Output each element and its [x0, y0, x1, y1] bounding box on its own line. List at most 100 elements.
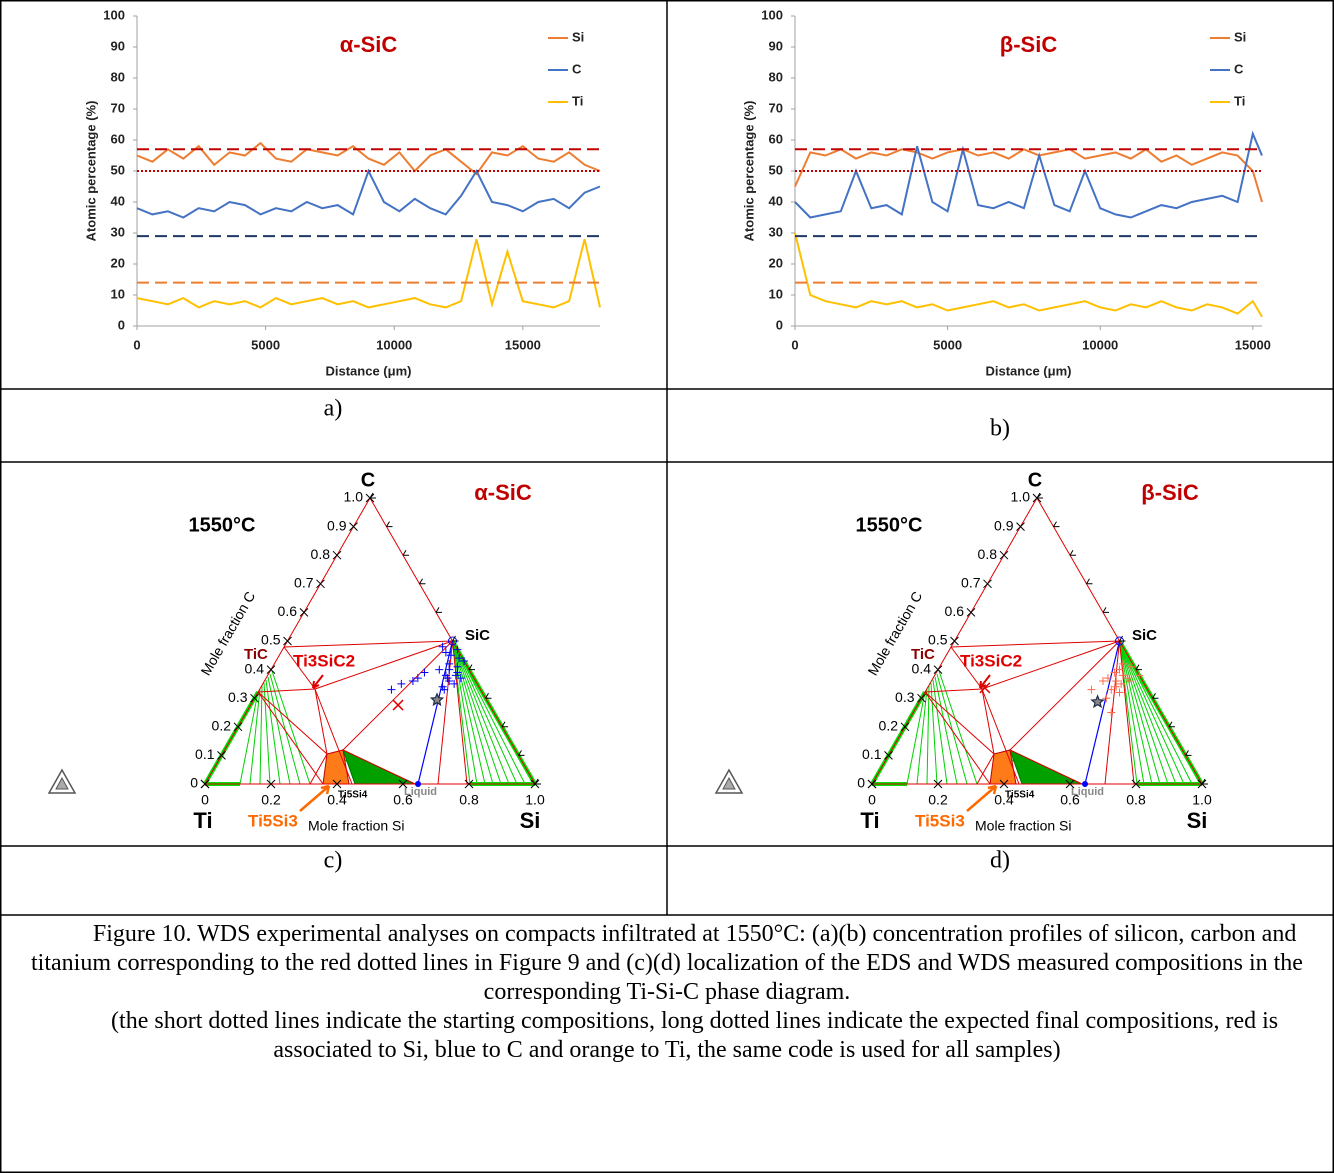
- c-tick: [966, 608, 976, 617]
- data-point: [445, 659, 454, 668]
- si-tick: [1131, 779, 1141, 789]
- c-tick: [1152, 692, 1159, 699]
- c-tick: [1102, 607, 1109, 613]
- data-point: [435, 665, 444, 674]
- data-point: [1115, 665, 1124, 674]
- logo-shape: [55, 776, 69, 790]
- phase-label: Liquid: [404, 786, 437, 798]
- data-point: [1135, 671, 1144, 680]
- y-tick-label: 50: [111, 162, 125, 177]
- si-tick-label: 0: [201, 792, 209, 808]
- caption: Figure 10. WDS experimental analyses on …: [10, 920, 1324, 1065]
- c-tick: [1069, 549, 1076, 556]
- si-tick-label: 0.4: [327, 792, 347, 808]
- c-tick-label: 0.9: [994, 517, 1014, 533]
- si-tick: [1065, 779, 1075, 789]
- c-tick: [369, 492, 376, 499]
- si-tick-label: 0.4: [994, 792, 1014, 808]
- caption-paragraph: Figure 10. WDS experimental analyses on …: [31, 921, 1303, 1005]
- logo-shape: [47, 768, 77, 794]
- data-line: [794, 232, 1263, 318]
- c-tick-label: 0.8: [311, 546, 331, 562]
- data-point: [420, 668, 429, 677]
- data-point: [441, 671, 450, 680]
- y-tick-label: 10: [769, 286, 783, 301]
- y-tick-label: 100: [103, 7, 125, 22]
- c-tick: [900, 722, 910, 732]
- data-point: [1107, 708, 1116, 717]
- phase-label: Liquid: [1071, 786, 1104, 798]
- data-point: [453, 662, 462, 671]
- si-tick-label: 0.6: [393, 792, 413, 808]
- data-line: [136, 141, 601, 176]
- y-axis-label: Atomic percentage (%): [741, 101, 756, 242]
- data-point: [1112, 682, 1121, 691]
- c-tick-label: 0.5: [261, 632, 281, 648]
- data-point: [1127, 662, 1136, 671]
- y-axis-label: Atomic percentage (%): [83, 101, 98, 242]
- c-tick: [485, 692, 492, 699]
- x-tick-label: 15000: [1235, 337, 1271, 352]
- data-point: [460, 657, 469, 666]
- corner-label: Ti: [860, 808, 879, 833]
- c-tick-label: 0.8: [978, 546, 998, 562]
- y-tick-label: 40: [769, 193, 783, 208]
- c-tick-label: 0.6: [945, 603, 965, 619]
- chart-panel: α-SiC 1550°C 1.0 0.9 0.8 0.7 0.6 0.5 0.4 0.3 0.2 0.…: [47, 469, 545, 834]
- phase-arrow: [979, 674, 991, 689]
- si-tick: [464, 779, 474, 789]
- chart-panel: 0 10 20 30 40 50 60 70 80 90 100 0 5000 10000 15000 Dis…: [741, 7, 1270, 378]
- data-point: [1107, 685, 1116, 694]
- data-line: [136, 238, 601, 309]
- y-tick-label: 100: [761, 7, 783, 22]
- si-tick: [266, 779, 276, 789]
- data-point: [1115, 688, 1124, 697]
- data-point: [1090, 694, 1105, 709]
- logo-shape: [722, 776, 736, 790]
- c-tick: [917, 693, 926, 703]
- c-tick: [349, 522, 358, 531]
- c-tick: [1086, 578, 1093, 585]
- si-tick: [933, 779, 943, 789]
- c-tick-label: 0: [857, 775, 865, 791]
- si-tick-label: 0.8: [459, 792, 479, 808]
- data-point: [979, 682, 991, 694]
- data-point: [408, 677, 417, 686]
- y-tick-label: 50: [769, 162, 783, 177]
- c-tick: [402, 549, 409, 556]
- phase-label: Ti5Si3: [915, 811, 965, 830]
- y-tick-label: 80: [111, 69, 125, 84]
- data-point: [392, 699, 404, 711]
- phase-arrow: [966, 784, 998, 812]
- panel-label: c): [324, 848, 343, 874]
- x-axis-label: Mole fraction Si: [308, 818, 404, 834]
- phase-label: Ti3SiC2: [293, 651, 355, 670]
- c-tick: [1135, 664, 1142, 671]
- legend-label: Si: [1234, 29, 1246, 44]
- c-tick: [1185, 750, 1192, 756]
- y-tick-label: 30: [111, 224, 125, 239]
- data-line: [136, 168, 601, 219]
- c-tick-label: 0.2: [212, 718, 232, 734]
- corner-label: C: [1028, 469, 1042, 491]
- y-tick-label: 80: [769, 69, 783, 84]
- temperature-label: 1550°C: [856, 514, 923, 536]
- caption-paragraph: (the short dotted lines indicate the sta…: [111, 1008, 1279, 1063]
- x-axis-label: Distance (μm): [986, 363, 1072, 378]
- x-tick-label: 10000: [1082, 337, 1118, 352]
- si-tick-label: 1.0: [525, 792, 545, 808]
- si-tick-label: 0.2: [928, 792, 948, 808]
- c-tick: [386, 521, 393, 528]
- c-tick: [468, 664, 475, 671]
- data-point: [1118, 671, 1127, 680]
- c-tick-label: 0.2: [879, 718, 899, 734]
- x-tick-label: 0: [791, 337, 798, 352]
- c-tick: [950, 636, 959, 646]
- c-tick-label: 0.4: [912, 660, 932, 676]
- c-tick-label: 0.4: [245, 660, 265, 676]
- x-tick-label: 5000: [251, 337, 280, 352]
- c-tick: [435, 607, 442, 613]
- phase-label: Ti5Si3: [248, 811, 298, 830]
